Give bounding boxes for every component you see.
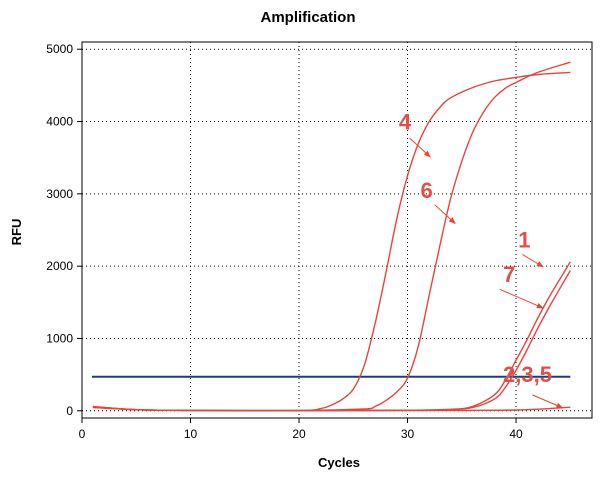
annotation-arrow-2-3-5: [532, 394, 564, 409]
x-axis-label: Cycles: [318, 455, 360, 470]
annotation-label-2-3-5: 2,3,5: [503, 362, 552, 387]
x-tick-label: 0: [79, 427, 86, 441]
annotation-arrow-6: [434, 204, 456, 224]
plot-area: [82, 42, 592, 418]
annotation-label-6: 6: [421, 178, 433, 203]
y-tick-label: 2000: [46, 259, 73, 273]
annotation-label-1: 1: [518, 227, 530, 252]
y-axis-label: RFU: [9, 219, 24, 246]
x-tick-label: 20: [292, 427, 306, 441]
y-tick-label: 4000: [46, 115, 73, 129]
chart-title: Amplification: [260, 9, 356, 26]
y-tick-label: 0: [66, 404, 73, 418]
annotation-arrow-1: [522, 254, 544, 268]
annotation-arrow-4: [409, 137, 431, 158]
axes: 0 10 20 30 40 0 1000 2000 3000 4000 5000: [46, 41, 593, 441]
annotation-label-4: 4: [399, 109, 412, 134]
annotation-label-7: 7: [503, 262, 515, 287]
y-tick-label: 3000: [46, 187, 73, 201]
amplification-curve-2-3-5: [92, 406, 571, 412]
annotation-arrow-7: [499, 288, 544, 309]
series-layer: [92, 61, 571, 412]
y-tick-label: 1000: [46, 331, 73, 345]
plot-frame: [81, 41, 593, 419]
x-tick-label: 40: [509, 427, 523, 441]
annotation-layer: 4 6 17 2,3,5: [399, 109, 564, 409]
y-tick-label: 5000: [46, 42, 73, 56]
x-tick-label: 10: [184, 427, 198, 441]
x-tick-label: 30: [401, 427, 415, 441]
plot-background: [82, 42, 592, 418]
